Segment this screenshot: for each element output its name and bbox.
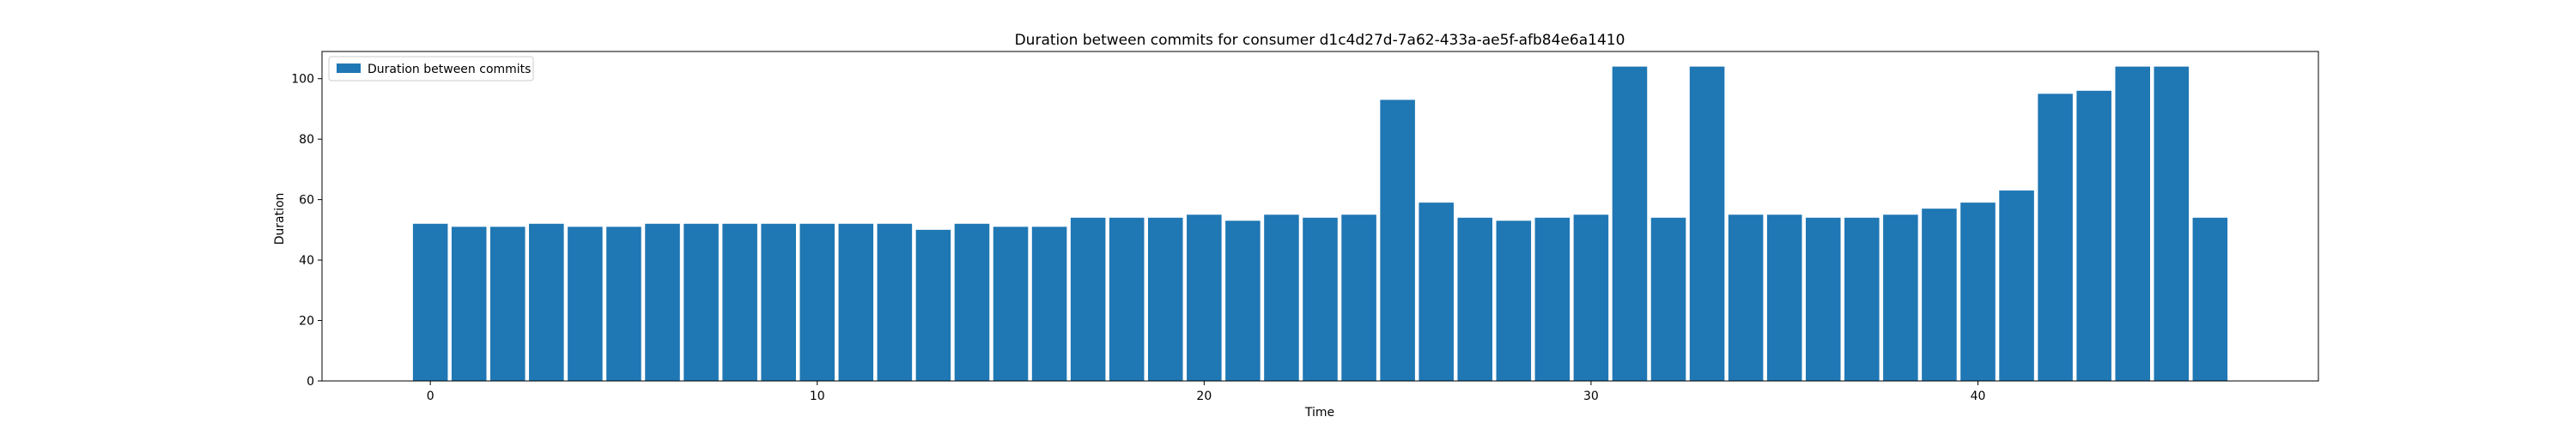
bar-25 [1380,100,1415,381]
bar-21 [1225,221,1261,381]
y-axis-label: Duration [273,193,287,245]
bar-13 [915,229,951,381]
bar-42 [2038,94,2073,381]
bar-18 [1109,217,1145,381]
y-tick-label-40: 40 [299,254,314,268]
bar-3 [529,223,564,381]
bar-17 [1070,217,1106,381]
bar-2 [490,227,526,381]
bar-19 [1147,217,1183,381]
bar-5 [606,227,641,381]
bar-26 [1419,202,1454,381]
x-tick-label-10: 10 [810,390,825,403]
bar-29 [1534,217,1571,381]
bar-14 [954,223,990,381]
chart-title: Duration between commits for consumer d1… [1015,32,1625,49]
x-tick-label-40: 40 [1971,390,1986,403]
bar-41 [1999,190,2034,381]
bar-10 [799,223,835,381]
bar-8 [722,223,757,381]
bar-0 [412,223,448,381]
bar-1 [451,227,487,381]
bar-34 [1728,214,1764,381]
legend-label: Duration between commits [368,63,531,76]
bar-9 [761,223,796,381]
bar-11 [838,223,874,381]
y-tick-label-0: 0 [307,375,314,389]
bar-24 [1341,214,1376,381]
axes-frame [321,51,2319,382]
bar-4 [568,227,603,381]
x-axis-label: Time [1304,406,1334,420]
bar-37 [1844,217,1880,381]
bar-46 [2192,217,2228,381]
bar-43 [2076,90,2111,382]
bar-22 [1264,214,1299,381]
y-axis-ticks: 0 20 40 60 80 100 [291,73,322,389]
bar-28 [1496,221,1532,381]
y-tick-label-80: 80 [299,133,314,147]
bars-group [412,66,2228,382]
bar-7 [683,223,719,381]
bar-39 [1922,208,1957,381]
x-tick-label-0: 0 [427,390,434,403]
bar-6 [645,223,680,381]
y-tick-label-60: 60 [299,194,314,208]
bar-45 [2154,66,2190,381]
bar-31 [1612,66,1648,381]
y-tick-label-20: 20 [299,315,314,329]
bar-15 [993,227,1029,381]
bar-33 [1689,66,1725,381]
bar-23 [1303,217,1338,381]
y-tick-label-100: 100 [291,73,314,87]
bar-27 [1457,217,1493,381]
legend-swatch [337,63,361,73]
legend: Duration between commits [328,56,534,82]
legend-box [328,56,534,82]
bar-16 [1031,227,1067,381]
x-tick-label-20: 20 [1196,390,1212,403]
bar-36 [1805,217,1841,381]
bar-44 [2115,66,2150,381]
x-axis-ticks: 0 10 20 30 40 [427,381,1986,403]
bar-32 [1650,217,1686,381]
bar-35 [1766,214,1802,381]
bar-30 [1573,214,1609,381]
bar-20 [1187,214,1222,381]
bar-12 [877,223,913,381]
x-tick-label-30: 30 [1583,390,1599,403]
bar-38 [1883,214,1918,381]
bar-40 [1960,202,1996,381]
